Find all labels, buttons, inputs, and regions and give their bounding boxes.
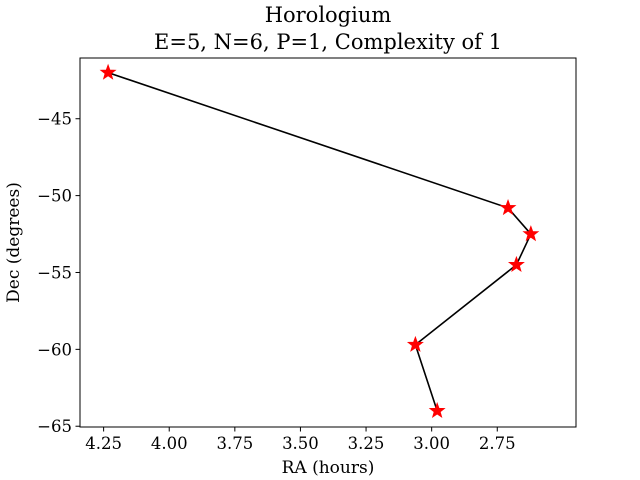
star-marker [406, 335, 424, 352]
y-axis: −45 −50 −55 −60 −65 [37, 110, 80, 436]
chart-title-line-2: E=5, N=6, P=1, Complexity of 1 [154, 30, 502, 54]
y-tick-label: −50 [37, 187, 72, 206]
x-tick-label: 3.75 [216, 434, 253, 453]
y-axis-label: Dec (degrees) [4, 182, 24, 303]
series-line [107, 71, 532, 412]
x-tick-label: 3.50 [282, 434, 319, 453]
star-marker [499, 199, 517, 216]
x-tick-label: 2.75 [479, 434, 516, 453]
x-tick-label: 4.00 [151, 434, 188, 453]
y-tick-label: −55 [37, 263, 72, 282]
plot-frame [79, 57, 577, 428]
star-marker [99, 63, 117, 80]
x-axis-label: RA (hours) [282, 458, 375, 478]
y-tick-label: −45 [37, 110, 72, 129]
chart-title-line-1: Horologium [265, 3, 392, 27]
star-marker [507, 255, 525, 272]
plot-area [99, 63, 540, 419]
star-marker [522, 225, 540, 242]
x-tick-label: 4.25 [85, 434, 122, 453]
y-tick-label: −60 [37, 340, 72, 359]
x-tick-label: 3.00 [413, 434, 450, 453]
x-tick-label: 3.25 [348, 434, 385, 453]
x-axis: 4.25 4.00 3.75 3.50 3.25 3.00 2.75 [85, 427, 516, 453]
star-marker [428, 401, 446, 419]
y-tick-label: −65 [37, 417, 72, 436]
